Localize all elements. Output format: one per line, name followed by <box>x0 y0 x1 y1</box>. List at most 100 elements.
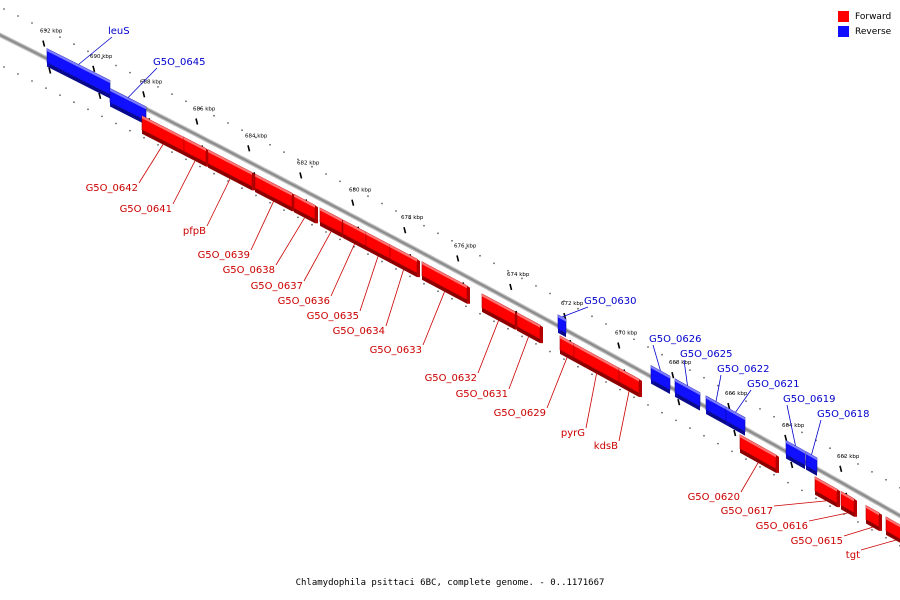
scale-tick-label: 686 kbp <box>193 107 216 113</box>
gene-end-face <box>467 285 470 304</box>
gene-front-face <box>293 193 316 220</box>
track-dot <box>731 392 733 395</box>
gene-end-face <box>879 512 882 531</box>
gene-label[interactable]: G5O_0632 <box>425 373 477 384</box>
gene-kdsb[interactable] <box>618 367 642 398</box>
gene-depth-face <box>740 448 776 473</box>
gene-depth-face <box>560 349 574 362</box>
gene-label[interactable]: G5O_0618 <box>817 409 869 420</box>
gene-label[interactable]: G5O_0629 <box>494 408 546 419</box>
gene-label[interactable]: G5O_0620 <box>688 492 740 503</box>
gene-label[interactable]: kdsB <box>594 441 618 452</box>
gene-g5o-0642[interactable] <box>141 115 187 156</box>
leader-line <box>546 357 568 409</box>
gene-label[interactable]: G5O_0617 <box>721 506 773 517</box>
gene-label[interactable]: G5O_0634 <box>333 326 385 337</box>
gene-label[interactable]: G5O_0639 <box>198 250 250 261</box>
gene-label[interactable]: leuS <box>108 26 130 37</box>
leader-line <box>740 462 759 493</box>
gene-g5o-0625[interactable] <box>674 378 701 411</box>
gene-label[interactable]: G5O_0625 <box>680 349 732 360</box>
gene-end-face <box>854 498 857 517</box>
scale-tick-label: 664 kbp <box>782 423 805 429</box>
track-dot <box>269 143 271 146</box>
gene-g5o-0615[interactable] <box>865 504 882 531</box>
gene-depth-face <box>517 326 540 344</box>
gene-g5o-0630[interactable] <box>557 314 567 338</box>
gene-label[interactable]: G5O_0622 <box>717 364 769 375</box>
gene-label[interactable]: G5O_0633 <box>370 345 422 356</box>
track-dot <box>3 8 5 10</box>
gene-leus[interactable] <box>46 48 111 99</box>
gene-label[interactable]: G5O_0641 <box>120 204 172 215</box>
gene-g5o-0621[interactable] <box>725 406 746 436</box>
outer-dotted-track <box>3 8 900 489</box>
gene-end-face <box>837 489 840 508</box>
gene-label[interactable]: G5O_0630 <box>584 296 636 307</box>
track-dot <box>59 94 61 96</box>
track-dot <box>409 217 411 220</box>
gene-g5o-0631[interactable] <box>516 312 543 344</box>
track-dot <box>465 247 467 250</box>
leader-line <box>508 336 529 390</box>
gene-g5o-0634[interactable] <box>389 244 420 278</box>
track-dot <box>339 238 341 241</box>
legend-reverse[interactable]: Reverse <box>838 24 891 39</box>
gene-tgt[interactable] <box>885 516 900 546</box>
scale-tick <box>456 255 460 262</box>
gene-front-face <box>650 365 671 391</box>
gene-label[interactable]: G5O_0626 <box>649 334 701 345</box>
track-dot <box>605 323 607 325</box>
gene-highlight <box>866 505 879 516</box>
track-dot <box>409 275 411 278</box>
gene-g5o-0638[interactable] <box>293 193 318 224</box>
gene-label[interactable]: G5O_0635 <box>307 311 359 322</box>
scale-tick <box>509 283 513 291</box>
scale-tick <box>784 434 788 442</box>
leader-line <box>330 243 355 297</box>
track-dot <box>157 86 159 88</box>
gene-g5o-0616[interactable] <box>840 490 857 517</box>
track-dot <box>479 254 481 257</box>
gene-label[interactable]: G5O_0637 <box>251 281 303 292</box>
gene-label[interactable]: G5O_0619 <box>783 394 835 405</box>
gene-g5o-0641[interactable] <box>183 136 209 167</box>
gene-label[interactable]: G5O_0636 <box>278 296 330 307</box>
track-dot <box>129 129 131 132</box>
scale-tick <box>92 65 96 72</box>
gene-highlight <box>619 368 639 382</box>
gene-g5o-0617[interactable] <box>814 476 840 508</box>
gene-front-face <box>183 136 207 164</box>
gene-g5o-0619[interactable] <box>785 439 806 470</box>
legend-forward[interactable]: Forward <box>838 9 891 24</box>
gene-g5o-0633[interactable] <box>421 261 470 304</box>
scale-tick-label: 690 kbp <box>90 54 113 60</box>
gene-g5o-0645[interactable] <box>109 87 147 125</box>
gene-label[interactable]: pyrG <box>561 428 585 439</box>
gene-g5o-0618[interactable] <box>805 451 818 476</box>
gene-label[interactable]: pfpB <box>183 226 206 237</box>
track-dot <box>283 151 285 154</box>
gene-label[interactable]: G5O_0621 <box>747 379 799 390</box>
gene-label[interactable]: G5O_0638 <box>223 265 275 276</box>
gene-label[interactable]: tgt <box>846 550 860 561</box>
track-dot <box>381 260 383 263</box>
gene-g5o-0620[interactable] <box>739 434 779 473</box>
gene-label[interactable]: G5O_0615 <box>791 536 843 547</box>
gene-label[interactable]: G5O_0645 <box>153 57 205 68</box>
gene-g5o-0626[interactable] <box>650 365 671 395</box>
gene-front-face <box>814 476 838 504</box>
gene-label[interactable]: G5O_0631 <box>456 389 508 400</box>
gene-pfpb[interactable] <box>207 149 255 191</box>
gene-g5o-0622[interactable] <box>705 395 727 426</box>
gene-highlight <box>517 312 540 328</box>
scale-tick-inner <box>48 67 52 74</box>
gene-depth-face <box>142 129 184 156</box>
gene-label[interactable]: G5O_0616 <box>756 521 808 532</box>
gene-g5o-0639[interactable] <box>254 173 295 212</box>
genome-caption: Chlamydophila psittaci 6BC, complete gen… <box>295 578 605 588</box>
gene-label[interactable]: G5O_0642 <box>86 183 138 194</box>
leader-line <box>735 389 752 413</box>
gene-depth-face <box>184 151 206 167</box>
track-dot <box>857 521 859 523</box>
